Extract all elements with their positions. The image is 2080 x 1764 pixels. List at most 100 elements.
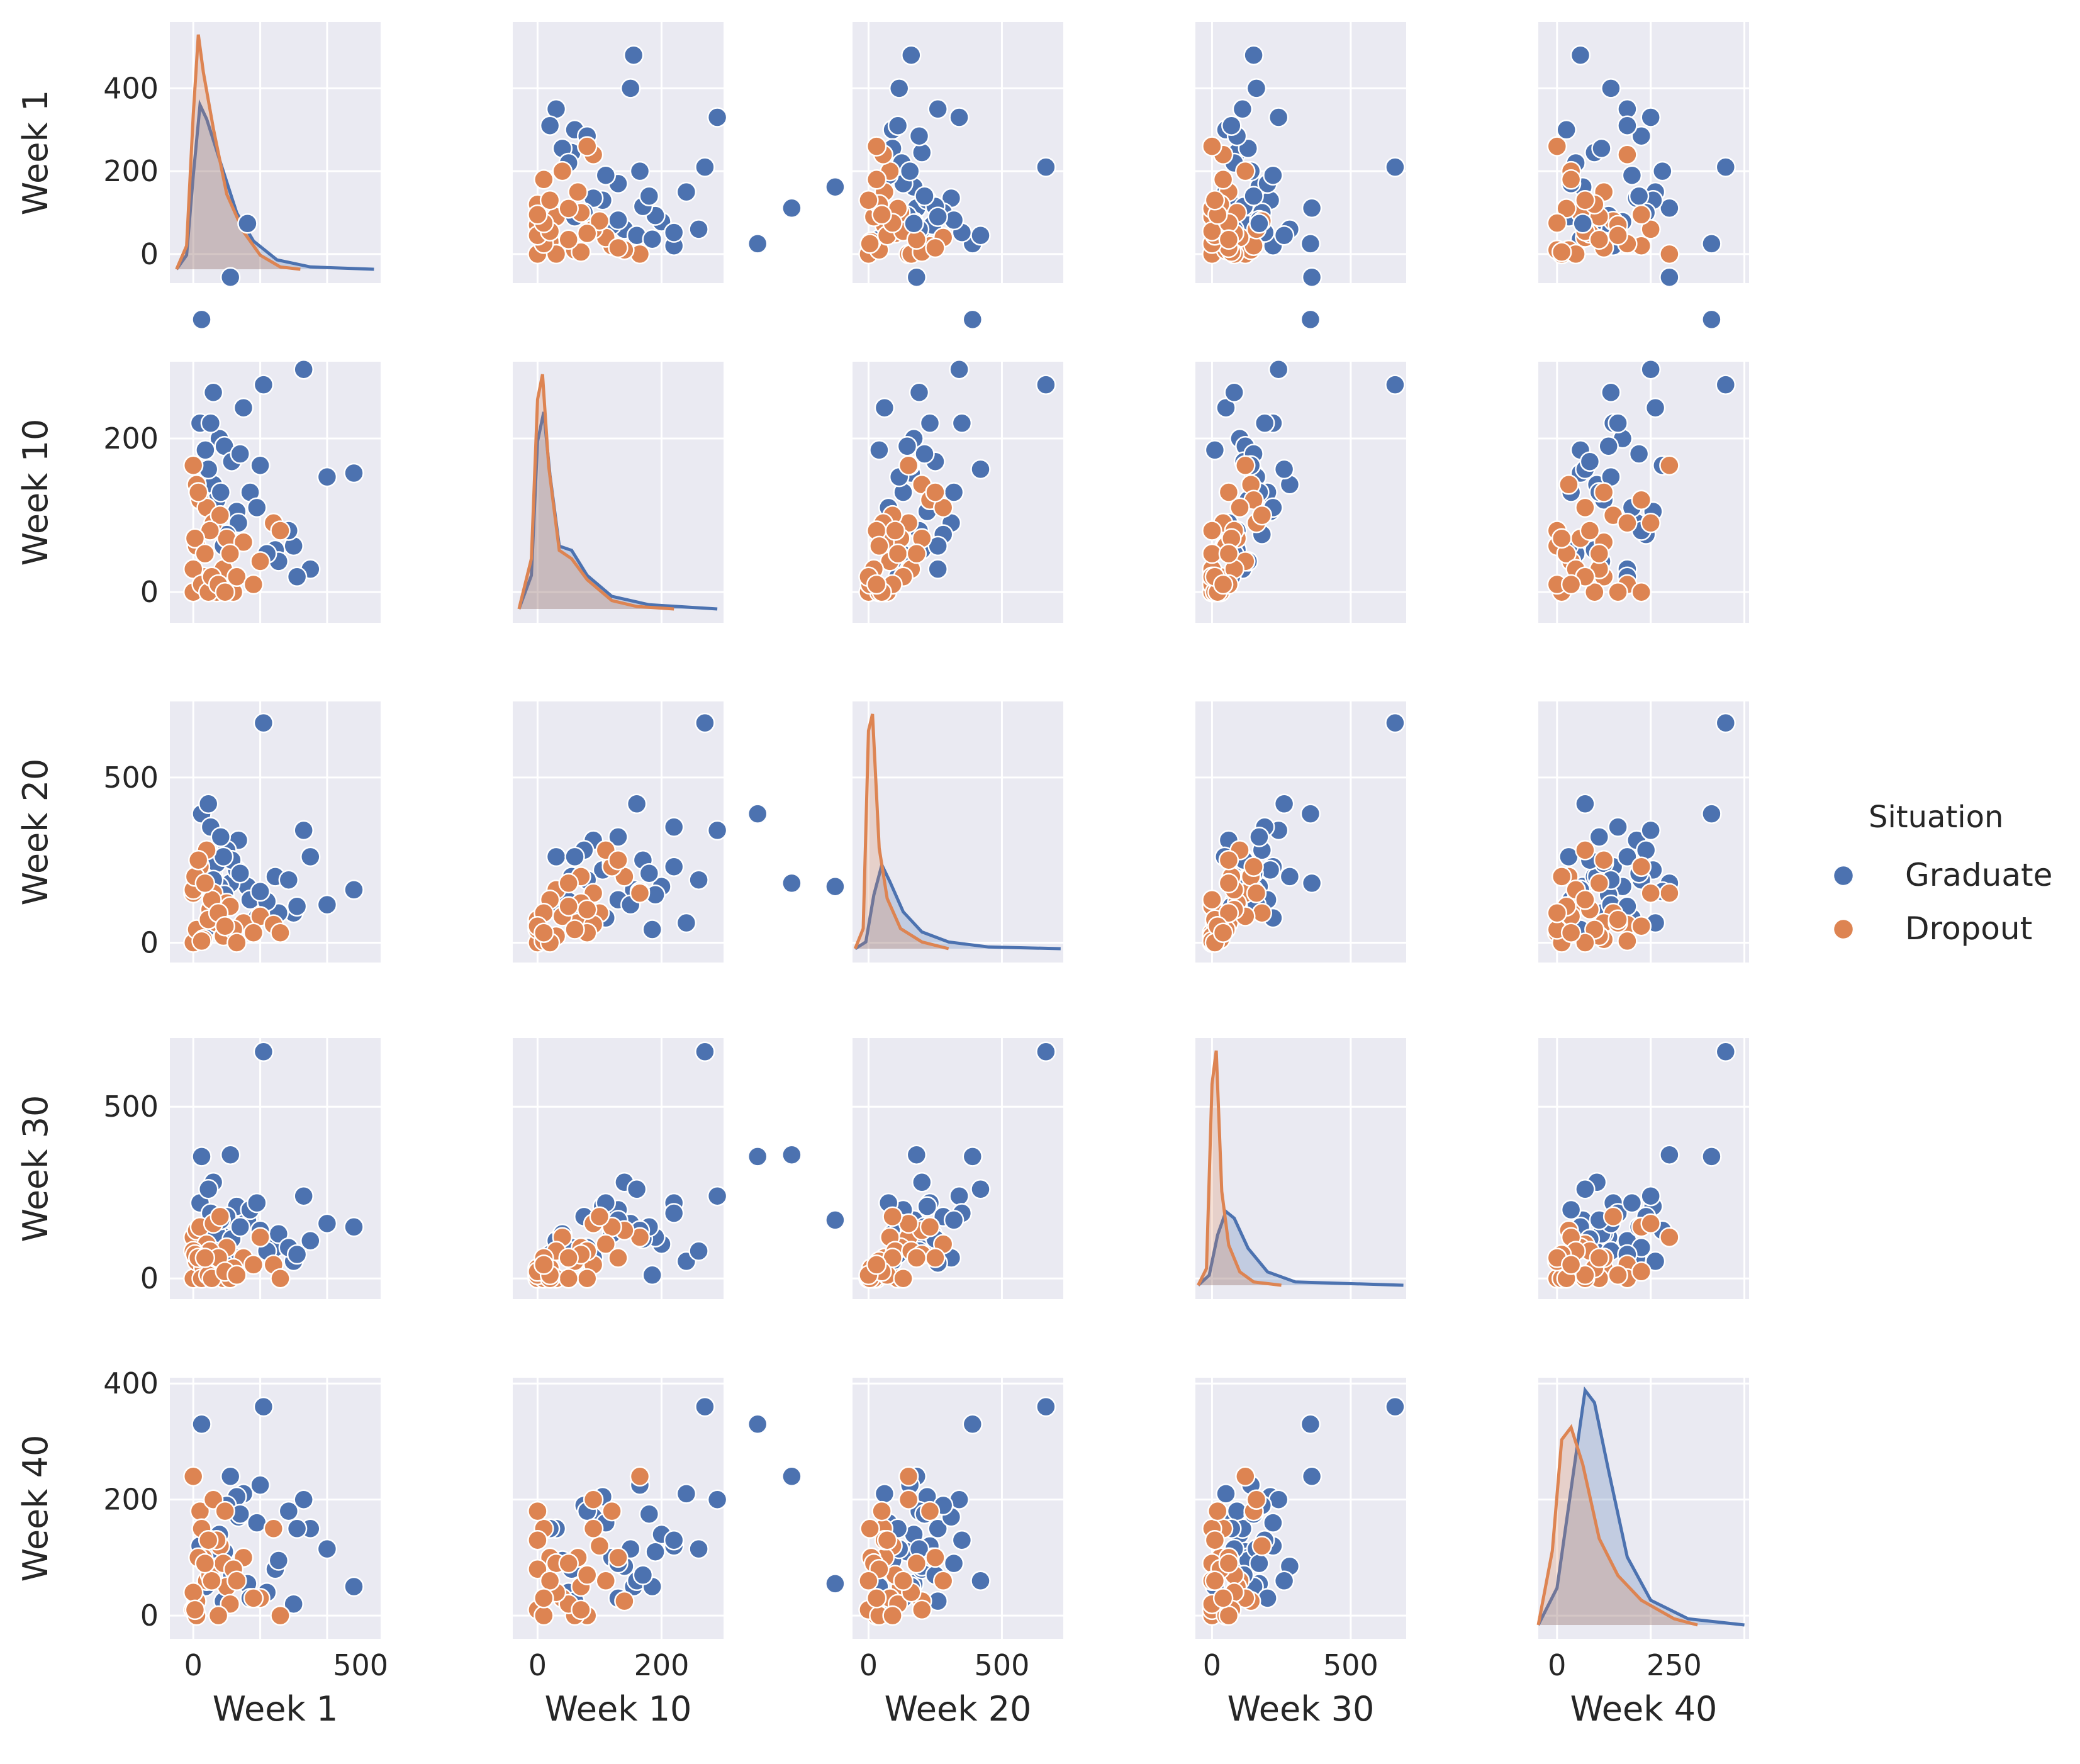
point-dropout [1551, 242, 1572, 262]
point-dropout [1558, 474, 1579, 495]
point-dropout [182, 1582, 204, 1603]
point-graduate [1300, 233, 1321, 254]
panel-week-10-vs-week-30 [1195, 213, 1406, 623]
x-tick-label: 500 [975, 1648, 1030, 1682]
point-dropout [182, 559, 204, 579]
point-graduate [253, 374, 274, 395]
point-dropout [1204, 190, 1226, 211]
point-dropout [1202, 520, 1222, 541]
point-graduate [676, 1483, 697, 1504]
point-dropout [595, 1234, 617, 1254]
panel-week-1-vs-week-30 [1195, 22, 1406, 283]
point-graduate [1204, 440, 1226, 461]
point-graduate [1701, 309, 1722, 330]
point-dropout [1218, 1605, 1239, 1626]
point-dropout [534, 1254, 554, 1275]
point-graduate [250, 881, 271, 902]
point-graduate [887, 115, 909, 136]
kde-fill-dropout [855, 714, 949, 949]
panel-week-10-vs-week-40 [1538, 213, 1749, 623]
point-graduate [623, 45, 644, 65]
point-dropout [576, 1268, 598, 1289]
point-dropout [1659, 1227, 1680, 1248]
point-graduate [1645, 397, 1666, 418]
point-graduate [951, 1529, 973, 1551]
panel-week-30-vs-week-10 [513, 1038, 846, 1299]
point-dropout [893, 1268, 914, 1289]
y-tick-label: 0 [140, 575, 159, 609]
point-graduate [191, 1414, 212, 1435]
point-graduate [300, 1230, 321, 1251]
kde-fill-dropout [176, 35, 301, 269]
point-graduate [1640, 820, 1661, 841]
point-graduate [1249, 213, 1270, 234]
point-dropout [1579, 520, 1601, 541]
point-graduate [1608, 413, 1628, 433]
point-graduate [1640, 1185, 1661, 1207]
panel-week-40-vs-week-40-background [1538, 1378, 1749, 1639]
point-dropout [629, 1466, 651, 1487]
point-graduate [286, 1518, 308, 1539]
point-dropout [1575, 932, 1596, 953]
x-tick-label: 0 [1548, 1648, 1566, 1682]
point-dropout [558, 873, 579, 894]
panel-week-20-vs-week-1: 0 500 Week 20 [16, 701, 381, 963]
point-dropout [576, 1565, 598, 1585]
panel-week-40-vs-week-40: 0 250 Week 40 [1536, 1378, 1749, 1729]
legend-title: Situation [1869, 800, 2003, 835]
point-graduate [639, 186, 660, 206]
kde-line-graduate [1197, 1209, 1404, 1287]
point-graduate [1301, 1466, 1322, 1487]
point-dropout [1243, 856, 1264, 877]
point-graduate [293, 1489, 314, 1510]
point-dropout [1202, 136, 1222, 157]
point-graduate [286, 1244, 308, 1265]
point-graduate [1385, 374, 1406, 395]
point-dropout [1589, 543, 1610, 564]
point-graduate [1268, 107, 1289, 128]
point-graduate [620, 78, 641, 99]
panel-week-30-vs-week-30 [1195, 1038, 1406, 1299]
point-graduate [943, 1210, 965, 1231]
point-graduate [1385, 1396, 1406, 1417]
point-dropout [1617, 930, 1638, 952]
point-dropout [187, 482, 209, 503]
point-dropout [564, 919, 585, 940]
point-graduate [195, 440, 216, 461]
panel-week-20-vs-week-40 [1538, 701, 1749, 963]
point-graduate [970, 459, 991, 480]
point-dropout [1608, 909, 1628, 930]
point-graduate [663, 1203, 685, 1224]
kde-fill-graduate [1198, 1211, 1404, 1285]
point-graduate [250, 1475, 271, 1495]
point-graduate [642, 1264, 663, 1286]
point-dropout [1659, 455, 1680, 476]
point-graduate [253, 1396, 274, 1417]
y-axis-label-week-30: Week 30 [16, 1095, 55, 1242]
point-graduate [707, 820, 728, 841]
point-dropout [226, 566, 247, 588]
point-dropout [534, 169, 554, 190]
point-graduate [300, 846, 321, 868]
point-dropout [1584, 581, 1605, 603]
panel-week-1-vs-week-40 [1538, 22, 1749, 283]
point-graduate [316, 1213, 338, 1234]
panel-week-10-vs-week-1: 0 200 Week 10 [16, 213, 381, 623]
panel-week-20-vs-week-20-background [853, 701, 1063, 963]
point-graduate [970, 1570, 991, 1592]
point-graduate [1301, 198, 1322, 219]
point-dropout [601, 1500, 622, 1522]
point-graduate [247, 497, 267, 518]
point-graduate [1036, 1396, 1056, 1417]
point-dropout [1560, 574, 1582, 595]
point-dropout [1212, 169, 1234, 190]
point-graduate [927, 559, 948, 579]
point-dropout [919, 1217, 941, 1237]
point-graduate [688, 219, 709, 240]
point-dropout [270, 1268, 291, 1289]
y-axis-label-week-40: Week 40 [16, 1435, 55, 1582]
point-graduate [912, 1172, 932, 1193]
point-dropout [194, 873, 216, 894]
point-dropout [1546, 902, 1568, 924]
